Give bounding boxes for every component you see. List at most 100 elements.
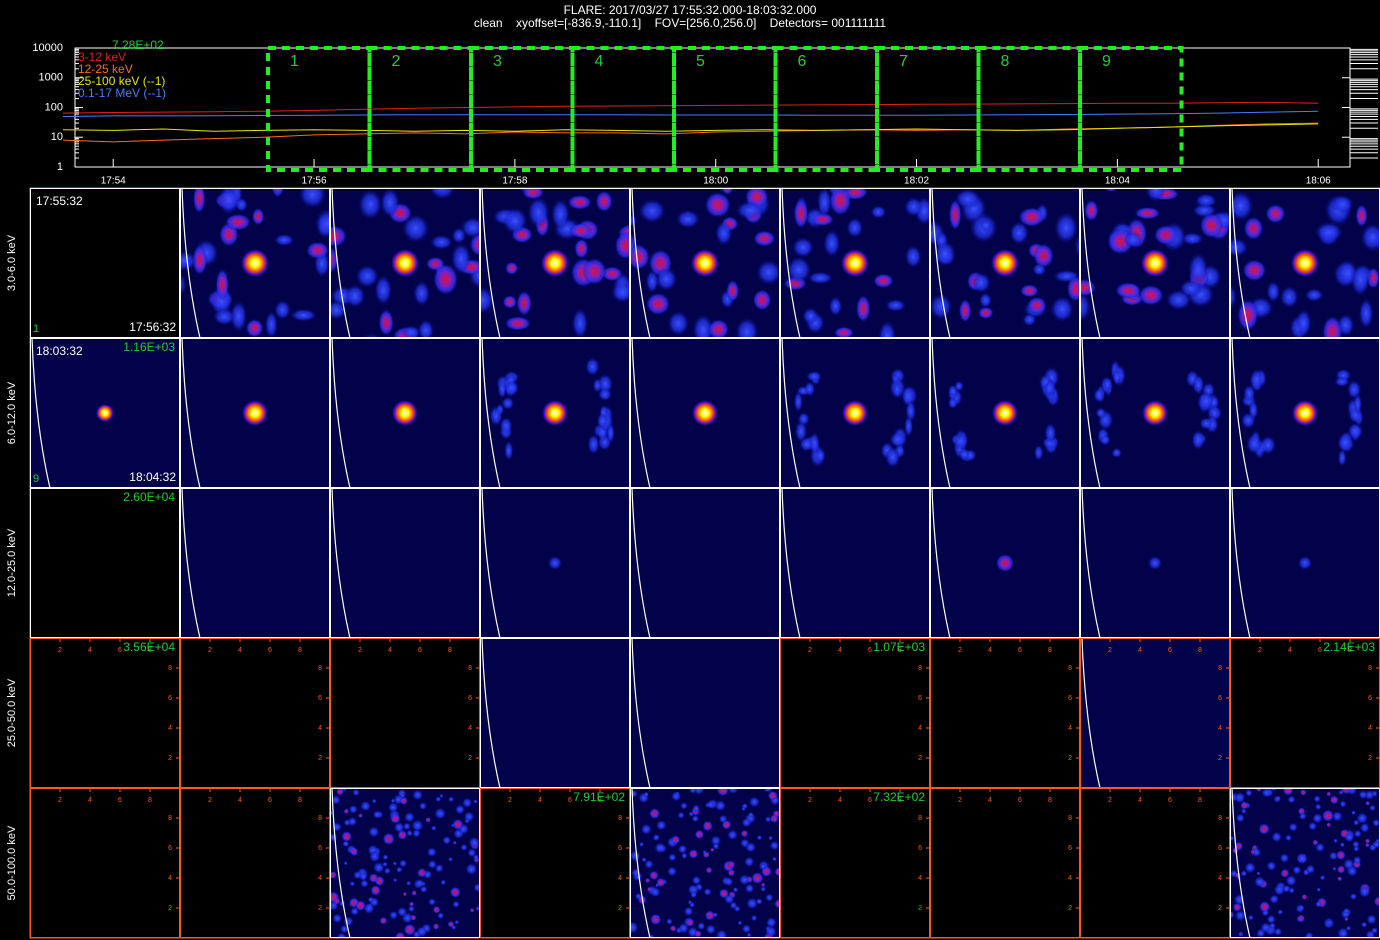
series-line <box>62 101 1319 114</box>
panel-bg <box>180 638 330 788</box>
blob <box>666 918 673 925</box>
blob <box>870 205 887 219</box>
blob <box>1022 313 1037 326</box>
blob <box>369 873 379 883</box>
axis-tick-label: 2 <box>1218 755 1222 762</box>
blob <box>691 875 702 885</box>
blob <box>1365 843 1370 848</box>
blob <box>953 433 968 450</box>
blob <box>1331 195 1354 214</box>
blob <box>688 811 694 817</box>
blob <box>1234 872 1241 879</box>
blob <box>1315 842 1325 853</box>
limb <box>631 638 651 788</box>
blob <box>428 898 436 906</box>
blob <box>363 902 375 914</box>
panel-frame <box>630 638 780 788</box>
image-panel <box>630 338 780 488</box>
legend-entry: 3-12 keV <box>78 50 126 64</box>
blob <box>315 208 330 239</box>
axis-tick-label: 2 <box>208 797 212 804</box>
blob <box>1277 909 1284 915</box>
blob <box>1337 927 1349 938</box>
axis-tick-label: 8 <box>148 797 152 804</box>
blob <box>418 802 427 810</box>
blob <box>1020 284 1039 298</box>
limb <box>481 338 501 488</box>
axis-tick-label: 2 <box>208 647 212 654</box>
image-panel <box>480 338 630 488</box>
max-value: 2.14E+03 <box>1323 640 1375 654</box>
image-panel <box>630 788 780 938</box>
blob <box>374 275 392 305</box>
axis-tick-label: 4 <box>918 875 922 882</box>
blob <box>1285 834 1292 842</box>
blob <box>645 877 651 884</box>
axis-tick-label: 2 <box>358 647 362 654</box>
blob <box>741 924 751 934</box>
axis-tick-label: 8 <box>318 815 322 822</box>
blob <box>1188 252 1208 285</box>
blob <box>640 823 652 835</box>
blob <box>1134 207 1161 220</box>
limb <box>181 488 201 638</box>
blob <box>643 791 649 798</box>
blob <box>978 306 994 319</box>
blob <box>352 788 360 796</box>
blob <box>705 866 713 874</box>
blob <box>343 819 351 827</box>
limb <box>1231 788 1251 938</box>
blob <box>1259 901 1271 913</box>
blob <box>382 832 395 845</box>
blob <box>435 796 442 803</box>
panel-frame <box>630 488 780 638</box>
blob <box>1288 822 1298 832</box>
blob <box>567 195 592 210</box>
blob <box>1100 434 1111 446</box>
blob <box>252 208 265 226</box>
blob <box>889 432 906 448</box>
axis-tick-label: 4 <box>1368 725 1372 732</box>
blob <box>715 929 728 938</box>
blob <box>370 885 381 896</box>
panel-frame <box>180 638 330 788</box>
axis-tick-label: 8 <box>918 815 922 822</box>
blob <box>395 931 406 938</box>
blob <box>378 309 394 336</box>
blob <box>1355 204 1368 227</box>
panel-frame <box>180 338 330 488</box>
blob <box>655 915 660 920</box>
blob <box>369 850 381 863</box>
axis-tick-label: 8 <box>1068 815 1072 822</box>
axis-tick-label: 2 <box>1258 647 1262 654</box>
blob <box>655 267 678 291</box>
blob <box>979 292 992 308</box>
blob <box>710 835 722 846</box>
blob <box>473 883 480 893</box>
blob <box>1242 259 1267 282</box>
panel-frame <box>30 638 180 788</box>
panel-bg <box>780 488 930 638</box>
blob <box>390 813 401 824</box>
blob <box>1027 296 1047 315</box>
blob <box>452 819 464 830</box>
interval-box <box>469 46 575 172</box>
axis-tick-label: 2 <box>1068 905 1072 912</box>
blob <box>426 256 445 271</box>
blob <box>705 924 716 935</box>
blob <box>245 318 264 338</box>
blob <box>650 887 661 898</box>
axis-tick-label: 4 <box>318 875 322 882</box>
axis-tick-label: 8 <box>468 665 472 672</box>
blob <box>689 902 695 908</box>
panel-bg <box>30 638 180 788</box>
blob <box>611 282 630 303</box>
blob <box>1358 886 1371 898</box>
blob <box>671 791 682 802</box>
blob <box>1332 811 1343 822</box>
source <box>1291 249 1319 277</box>
blob <box>425 817 431 823</box>
blob <box>601 266 623 282</box>
blob <box>646 292 671 316</box>
blob <box>959 447 970 462</box>
